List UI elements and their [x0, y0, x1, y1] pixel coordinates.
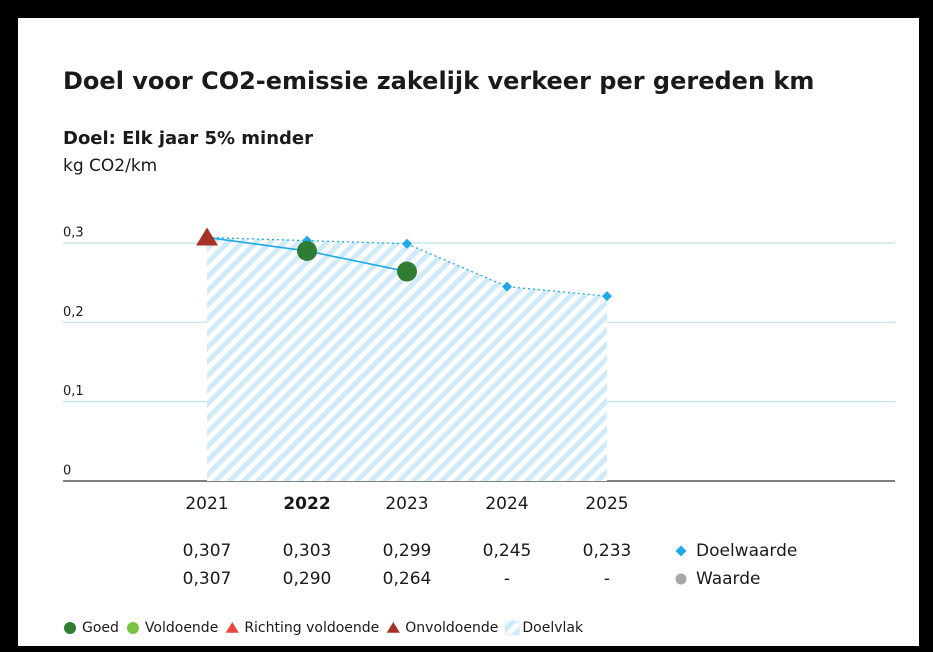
table-value: - [604, 569, 610, 589]
y-tick-label: 0 [63, 464, 71, 479]
legend-marker [64, 622, 76, 634]
unit-label: kg CO2/km [63, 156, 157, 176]
table-value: 0,290 [283, 569, 332, 589]
legend-marker [126, 622, 139, 634]
table-value: - [504, 569, 510, 589]
table-value: 0,245 [483, 541, 532, 561]
marker [397, 261, 417, 282]
marker [297, 240, 317, 261]
x-tick-label: 2021 [185, 494, 228, 514]
x-tick-label: 2024 [485, 494, 528, 514]
table-value: 0,303 [283, 541, 332, 561]
legend-marker [505, 620, 520, 636]
marker [196, 227, 218, 246]
legend-marker [675, 573, 687, 585]
legend-label: Doelwaarde [696, 541, 797, 561]
y-tick-label: 0,3 [63, 226, 84, 241]
y-tick-label: 0,2 [63, 305, 84, 320]
legend-label: Voldoende [145, 620, 218, 636]
table-value: 0,264 [383, 569, 432, 589]
y-tick-label: 0,1 [63, 384, 84, 399]
x-tick-label: 2023 [385, 494, 428, 514]
legend-marker [675, 545, 687, 557]
x-tick-label: 2025 [585, 494, 628, 514]
legend-label: Goed [82, 620, 119, 636]
legend-label: Onvoldoende [405, 620, 498, 636]
marker [402, 238, 412, 249]
table-value: 0,307 [183, 569, 232, 589]
target-area [207, 237, 607, 481]
table-value: 0,299 [383, 541, 432, 561]
marker [602, 291, 612, 302]
table-value: 0,233 [583, 541, 632, 561]
legend-marker [225, 622, 239, 633]
table-value: 0,307 [183, 541, 232, 561]
legend-label: Richting voldoende [244, 620, 379, 636]
chart-subtitle: Doel: Elk jaar 5% minder [63, 128, 313, 149]
legend-marker [386, 622, 400, 633]
chart-title: Doel voor CO2-emissie zakelijk verkeer p… [63, 67, 814, 95]
marker [502, 281, 512, 292]
legend-label: Waarde [696, 569, 761, 589]
x-tick-label: 2022 [283, 494, 330, 514]
legend-label: Doelvlak [522, 620, 584, 636]
